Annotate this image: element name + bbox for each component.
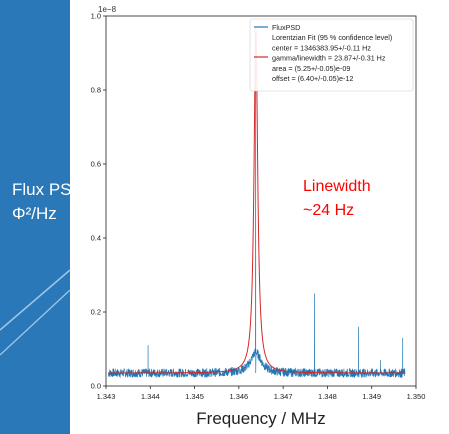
x-tick-label: 1.350 — [407, 392, 426, 401]
x-tick-label: 1.343 — [97, 392, 116, 401]
legend-entry: Lorentzian Fit (95 % confidence level) — [272, 33, 392, 42]
y-scale-label: 1e−8 — [98, 5, 117, 14]
legend-entry: offset = (6.40+/-0.05)e-12 — [272, 74, 353, 83]
y-tick-label: 0.2 — [91, 308, 101, 317]
plot-area — [105, 15, 417, 387]
y-tick-label: 0.0 — [91, 382, 101, 391]
y-axis-label-line2: Φ²/Hz — [12, 204, 57, 223]
x-tick-label: 1.347 — [274, 392, 293, 401]
legend-entry: center = 1346383.95+/-0.11 Hz — [272, 43, 371, 52]
x-tick-label: 1.348 — [318, 392, 337, 401]
legend-entry: gamma/linewidth = 23.87+/-0.31 Hz — [272, 54, 386, 63]
x-axis: 1.343 1.344 1.345 1.346 1.347 1.348 1.349 1.350 — [97, 386, 426, 401]
axes-frame — [105, 15, 417, 387]
x-tick-label: 1.345 — [185, 392, 204, 401]
legend-entry: area = (5.25+/-0.05)e-09 — [272, 64, 350, 73]
x-tick-label: 1.344 — [141, 392, 160, 401]
legend-box — [249, 18, 414, 92]
y-tick-label: 1.0 — [91, 12, 101, 21]
x-tick-label: 1.349 — [362, 392, 381, 401]
x-tick-label: 1.346 — [229, 392, 248, 401]
y-tick-label: 0.4 — [91, 234, 101, 243]
y-tick-label: 0.6 — [91, 160, 101, 169]
y-tick-label: 0.8 — [91, 86, 101, 95]
y-axis: 0.0 0.2 0.4 0.6 0.8 1.0 — [91, 12, 106, 391]
linewidth-annotation: Linewidth — [303, 178, 371, 195]
decor-line — [0, 289, 71, 356]
x-axis-label: Frequency / MHz — [196, 409, 325, 428]
decor-line — [0, 269, 71, 331]
linewidth-value-annotation: ~24 Hz — [303, 202, 355, 219]
y-axis-label-line1: Flux PSD — [12, 180, 84, 199]
legend-entry: FluxPSD — [272, 23, 300, 32]
